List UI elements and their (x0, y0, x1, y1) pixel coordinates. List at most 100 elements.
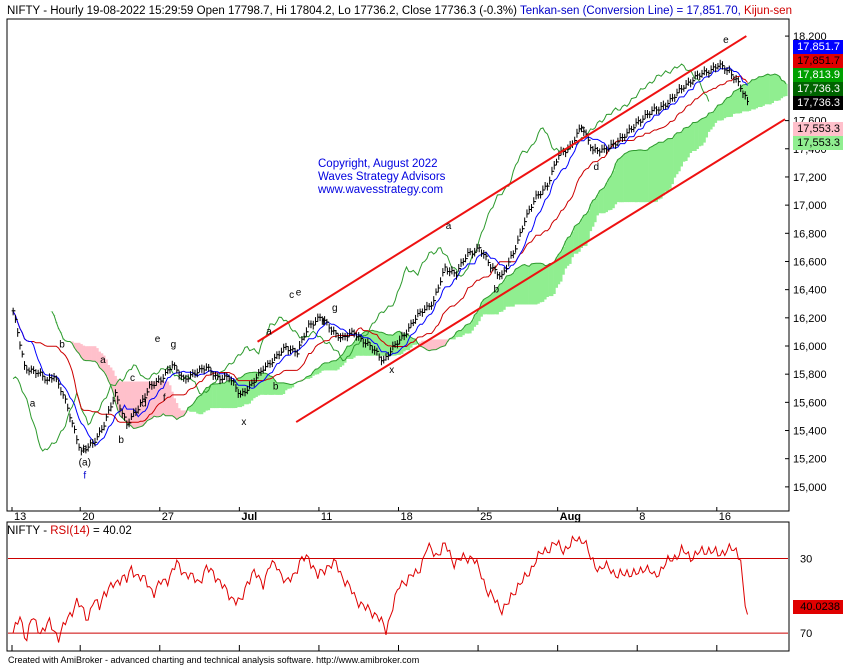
cloud-segment (116, 379, 120, 410)
cloud-segment (666, 138, 670, 192)
cloud-segment (614, 163, 618, 205)
cloud-segment (132, 381, 136, 429)
cloud-segment (694, 122, 697, 151)
cloud-segment (80, 344, 83, 358)
cloud-segment (673, 134, 677, 178)
cloud-segment (646, 150, 649, 203)
cloud-segment (212, 384, 215, 409)
cloud-segment (571, 231, 574, 258)
trend-channel (257, 35, 786, 423)
cloud-segment (250, 372, 254, 401)
wave-label: c (580, 124, 585, 135)
cloud-segment (569, 236, 572, 264)
cloud-segment (257, 373, 261, 396)
cloud-segment (134, 381, 138, 428)
cloud-segment (669, 138, 672, 189)
wave-label: e (723, 35, 729, 46)
x-tick-label: 27 (162, 511, 174, 523)
cloud-segment (332, 360, 336, 371)
cloud-segment (216, 383, 220, 409)
cloud-segment (471, 320, 474, 331)
cloud-segment (573, 226, 577, 254)
cloud-segment (723, 100, 727, 119)
cloud-segment (77, 342, 81, 354)
cloud-segment (82, 345, 86, 361)
cloud-segment (262, 373, 265, 395)
cloud-segment (450, 337, 454, 340)
cloud-segment (405, 334, 408, 351)
x-tick-label: 18 (401, 511, 413, 523)
cloud-segment (459, 330, 463, 337)
cloud-segment (98, 351, 101, 368)
wave-label: a (100, 355, 106, 366)
cloud-segment (273, 379, 277, 395)
cloud-segment (434, 339, 438, 350)
cloud-segment (648, 147, 652, 203)
cloud-segment (534, 263, 538, 305)
cloud-segment (478, 308, 481, 322)
cloud-segment (557, 254, 561, 285)
cloud-segment (780, 80, 784, 99)
y-tick-label: 16,400 (793, 285, 827, 297)
channel-lower-line (295, 118, 786, 423)
cloud-segment (439, 339, 442, 348)
cloud-segment (264, 373, 267, 395)
wave-label: g (332, 303, 338, 314)
cloud-segment (716, 105, 720, 121)
cloud-segment (223, 383, 226, 409)
cloud-segment (423, 340, 427, 349)
x-tick-label: 25 (480, 511, 492, 523)
cloud-segment (639, 149, 643, 203)
cloud-segment (537, 263, 540, 304)
rsi-value: = 40.02 (89, 525, 132, 537)
wave-label: f (322, 317, 325, 328)
cloud-segment (348, 346, 352, 359)
wave-label: a (266, 327, 272, 338)
cloud-segment (457, 330, 461, 337)
cloud-segment (707, 113, 711, 132)
cloud-segment (84, 346, 88, 361)
cloud-segment (200, 394, 204, 415)
cloud-segment (380, 332, 383, 356)
tag-cloud-b1: 17,553.3 (793, 122, 843, 136)
cloud-segment (616, 159, 620, 203)
cloud-segment (196, 397, 199, 414)
cloud-segment (719, 104, 722, 121)
cloud-segment (389, 334, 392, 356)
x-tick-label: Jul (241, 511, 257, 523)
cloud-segment (444, 339, 447, 346)
cloud-segment (143, 381, 147, 424)
cloud-segment (432, 339, 436, 350)
cloud-segment (682, 128, 686, 162)
cloud-segment (466, 324, 470, 334)
cloud-segment (446, 339, 449, 342)
cloud-segment (619, 158, 622, 203)
cloud-segment (548, 263, 552, 297)
cloud-segment (232, 381, 236, 409)
cloud-segment (125, 381, 129, 423)
cloud-segment (575, 224, 579, 254)
cloud-segment (355, 338, 358, 356)
cloud-segment (146, 381, 149, 421)
cloud-segment (725, 97, 729, 118)
cloud-segment (193, 401, 197, 412)
rsi-level-label: 70 (800, 628, 812, 640)
y-tick-label: 15,800 (793, 369, 827, 381)
header-symbol: NIFTY (7, 5, 41, 17)
x-axis: 13 20 27 Jul 11 18 25 Aug 8 16 (11, 507, 731, 651)
cloud-segment (359, 334, 363, 356)
cloud-segment (114, 375, 117, 403)
cloud-segment (328, 362, 331, 371)
cloud-segment (291, 384, 295, 388)
cloud-segment (764, 75, 768, 105)
cloud-segment (714, 108, 718, 123)
cloud-segment (282, 382, 286, 394)
cloud-segment (325, 362, 329, 371)
cloud-segment (785, 83, 788, 97)
cloud-segment (218, 383, 222, 408)
cloud-segment (205, 387, 208, 411)
wave-label: b (118, 435, 124, 446)
header-ohlc: - Hourly 19-08-2022 15:29:59 Open 17798.… (40, 5, 520, 17)
cloud-segment (664, 140, 668, 192)
cloud-segment (118, 381, 122, 416)
